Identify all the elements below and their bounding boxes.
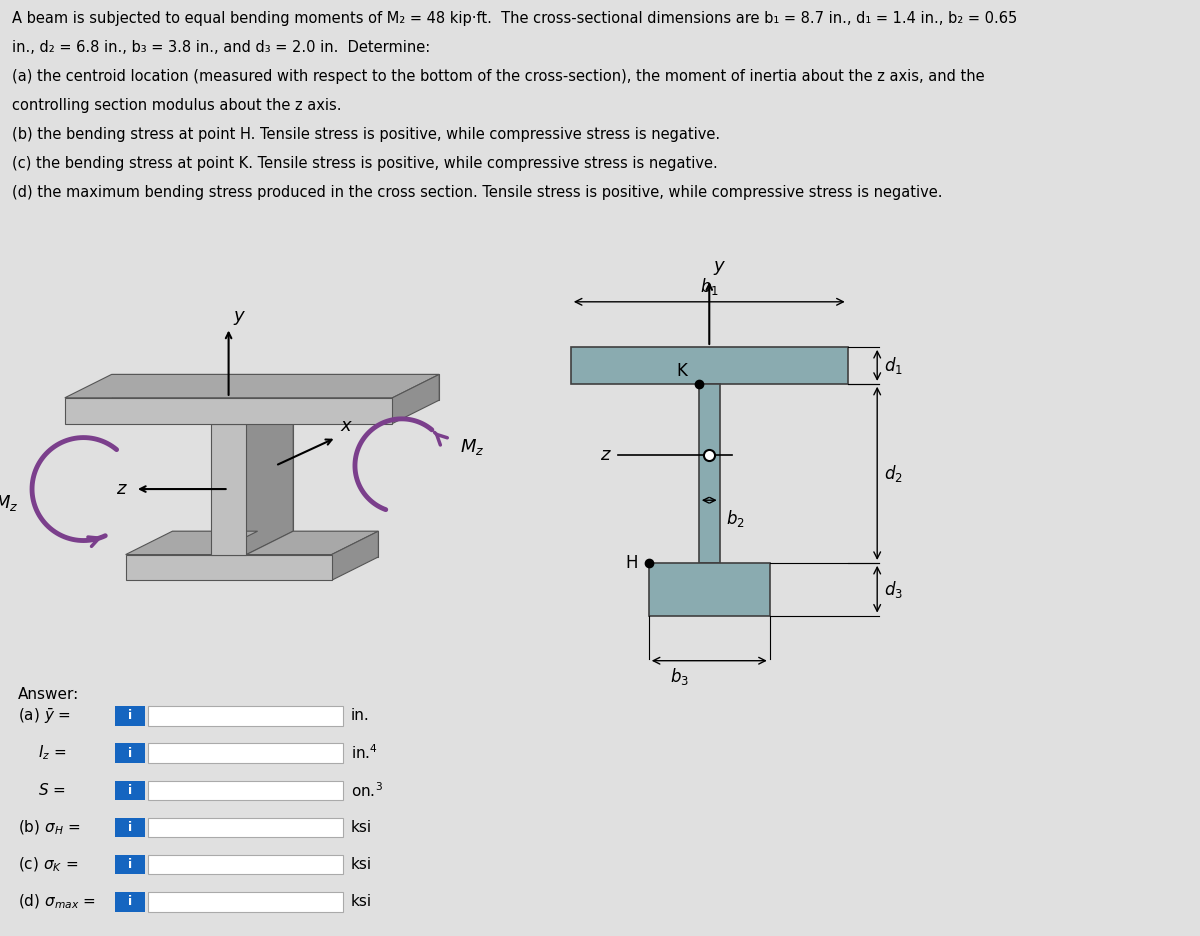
Text: i: i — [128, 858, 132, 871]
Text: (a) $\bar{y}$ =: (a) $\bar{y}$ = — [18, 707, 71, 725]
Text: i: i — [128, 709, 132, 723]
Text: y: y — [233, 307, 244, 325]
Bar — [148, 781, 343, 800]
Bar — [148, 706, 343, 725]
Bar — [115, 781, 145, 800]
Bar — [115, 706, 145, 725]
Text: z: z — [600, 446, 610, 464]
Text: i: i — [128, 821, 132, 834]
Text: ksi: ksi — [352, 857, 372, 872]
Polygon shape — [112, 374, 439, 400]
Text: ksi: ksi — [352, 894, 372, 909]
Bar — [649, 563, 769, 616]
Polygon shape — [65, 398, 392, 423]
Text: $b_1$: $b_1$ — [700, 276, 719, 298]
Polygon shape — [392, 374, 439, 423]
Text: $b_2$: $b_2$ — [726, 507, 745, 529]
Text: ksi: ksi — [352, 820, 372, 835]
Text: $M_z$: $M_z$ — [461, 437, 485, 457]
Bar — [148, 818, 343, 837]
Bar — [148, 855, 343, 874]
Text: $S$ =: $S$ = — [38, 782, 66, 798]
Polygon shape — [246, 531, 378, 554]
Text: i: i — [128, 747, 132, 760]
Text: $d_2$: $d_2$ — [884, 463, 902, 484]
Polygon shape — [331, 531, 378, 580]
Text: (b) $\sigma_H$ =: (b) $\sigma_H$ = — [18, 818, 80, 837]
Text: (a) the centroid location (measured with respect to the bottom of the cross-sect: (a) the centroid location (measured with… — [12, 69, 985, 84]
Text: Answer:: Answer: — [18, 687, 79, 702]
Text: x: x — [341, 417, 352, 435]
Text: (d) the maximum bending stress produced in the cross section. Tensile stress is : (d) the maximum bending stress produced … — [12, 185, 942, 200]
Bar — [698, 384, 720, 563]
Bar — [148, 743, 343, 763]
Text: H: H — [625, 554, 637, 572]
Text: in.: in. — [352, 709, 370, 724]
Bar — [115, 892, 145, 912]
Polygon shape — [211, 423, 246, 554]
Text: i: i — [128, 895, 132, 908]
Text: in.$^4$: in.$^4$ — [352, 744, 378, 763]
Text: K: K — [677, 362, 688, 380]
Text: $d_1$: $d_1$ — [884, 355, 902, 376]
Bar — [115, 855, 145, 874]
Text: on.$^3$: on.$^3$ — [352, 781, 383, 799]
Text: $I_z$ =: $I_z$ = — [38, 744, 66, 763]
Text: $M_z$: $M_z$ — [0, 493, 18, 513]
Bar — [571, 347, 847, 384]
Polygon shape — [126, 554, 331, 580]
Text: (c) $\sigma_K$ =: (c) $\sigma_K$ = — [18, 856, 78, 874]
Text: in., d₂ = 6.8 in., b₃ = 3.8 in., and d₃ = 2.0 in.  Determine:: in., d₂ = 6.8 in., b₃ = 3.8 in., and d₃ … — [12, 40, 431, 55]
Text: $b_3$: $b_3$ — [670, 666, 689, 687]
Bar — [115, 743, 145, 763]
Text: y: y — [714, 257, 725, 275]
Polygon shape — [246, 400, 293, 554]
Text: (b) the bending stress at point H. Tensile stress is positive, while compressive: (b) the bending stress at point H. Tensi… — [12, 127, 720, 142]
Polygon shape — [126, 531, 258, 554]
Polygon shape — [173, 531, 378, 557]
Text: controlling section modulus about the z axis.: controlling section modulus about the z … — [12, 98, 342, 113]
Text: z: z — [116, 480, 126, 498]
Text: i: i — [128, 783, 132, 797]
Polygon shape — [65, 374, 439, 398]
Bar — [115, 818, 145, 837]
Text: $d_3$: $d_3$ — [884, 578, 904, 600]
Text: A beam is subjected to equal bending moments of M₂ = 48 kip·ft.  The cross-secti: A beam is subjected to equal bending mom… — [12, 10, 1018, 26]
Polygon shape — [258, 400, 293, 531]
Text: (c) the bending stress at point K. Tensile stress is positive, while compressive: (c) the bending stress at point K. Tensi… — [12, 156, 718, 171]
Text: (d) $\sigma_{max}$ =: (d) $\sigma_{max}$ = — [18, 893, 96, 911]
Bar — [148, 892, 343, 912]
